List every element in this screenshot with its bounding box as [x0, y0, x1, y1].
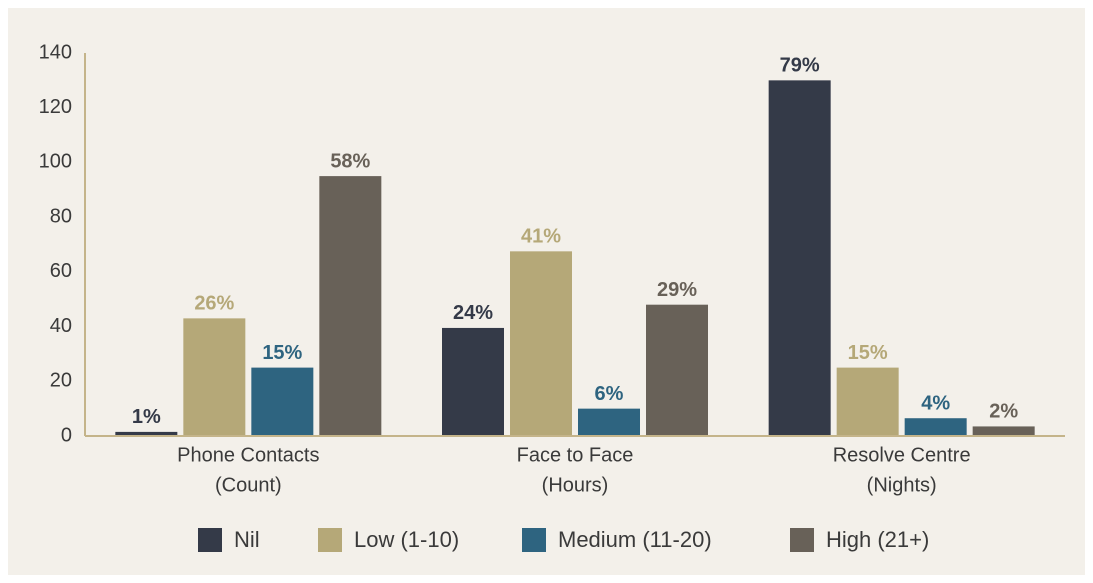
x-tick-label: Resolve Centre	[833, 444, 971, 466]
data-label: 2%	[989, 401, 1018, 423]
bar	[646, 304, 708, 436]
y-tick-label: 60	[50, 260, 72, 282]
x-tick-label: Face to Face	[517, 444, 634, 466]
bar	[115, 431, 178, 436]
legend-swatch	[790, 528, 814, 552]
bar	[904, 418, 967, 436]
legend-label: High (21+)	[826, 527, 929, 552]
x-tick-label: (Hours)	[542, 474, 609, 496]
data-label: 4%	[921, 392, 950, 414]
legend-label: Nil	[234, 527, 260, 552]
bar	[578, 408, 640, 436]
y-tick-label: 120	[39, 96, 72, 118]
y-tick-label: 0	[61, 424, 72, 446]
data-label: 29%	[657, 279, 697, 301]
data-label: 79%	[780, 55, 820, 77]
data-label: 58%	[330, 150, 370, 172]
y-tick-label: 80	[50, 205, 72, 227]
legend-swatch	[198, 528, 222, 552]
y-tick-label: 40	[50, 315, 72, 337]
data-label: 6%	[595, 383, 624, 405]
data-label: 15%	[262, 342, 302, 364]
legend-label: Medium (11-20)	[558, 527, 712, 552]
y-tick-label: 140	[39, 41, 72, 63]
bar	[442, 327, 504, 436]
data-label: 26%	[194, 293, 234, 315]
bar	[319, 176, 382, 436]
data-label: 41%	[521, 226, 561, 248]
data-label: 24%	[453, 302, 493, 324]
x-tick-label: (Nights)	[867, 474, 937, 496]
x-tick-label: Phone Contacts	[177, 444, 319, 466]
bar	[768, 80, 831, 436]
bar	[183, 318, 246, 436]
y-tick-label: 20	[50, 370, 72, 392]
legend-label: Low (1-10)	[354, 527, 459, 552]
legend-swatch	[318, 528, 342, 552]
bar	[510, 251, 572, 436]
x-tick-label: (Count)	[215, 474, 282, 496]
bar	[972, 426, 1035, 436]
legend-swatch	[522, 528, 546, 552]
bar	[836, 367, 899, 436]
y-tick-label: 100	[39, 151, 72, 173]
data-label: 15%	[848, 342, 888, 364]
bar	[251, 367, 314, 436]
data-label: 1%	[132, 406, 161, 428]
